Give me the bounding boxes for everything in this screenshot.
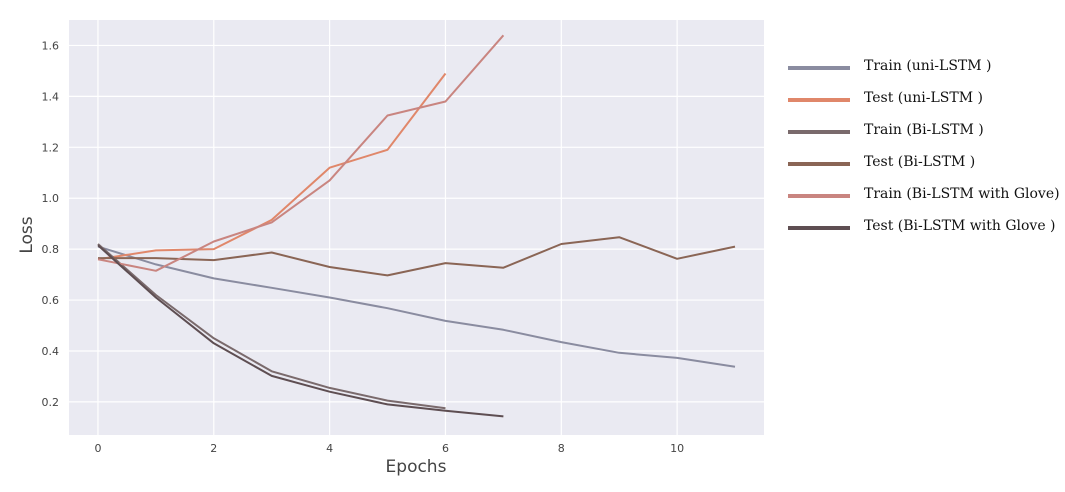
plot-area (69, 20, 764, 435)
x-tick-label: 4 (326, 442, 333, 455)
legend: Train (uni-LSTM ) Test (uni-LSTM ) Train (… (788, 52, 1060, 244)
series-lines (97, 34, 736, 418)
series-line (97, 244, 504, 418)
x-axis-label: Epochs (386, 457, 447, 477)
legend-label: Test (Bi-LSTM ) (864, 154, 976, 170)
series-line (97, 72, 447, 261)
legend-label: Test (uni-LSTM ) (864, 90, 983, 106)
legend-item: Test (Bi-LSTM ) (788, 148, 1058, 180)
y-tick-label: 1.0 (42, 192, 60, 205)
y-tick-label: 1.6 (42, 39, 60, 52)
series-line (98, 236, 736, 277)
tick-labels: 0 2 4 6 8 10 0.2 0.4 0.6 0.8 1.0 1.2 1.4 1.6 (42, 39, 685, 455)
y-tick-label: 0.8 (42, 243, 60, 256)
legend-item: Train (Bi-LSTM with Glove) (788, 180, 1060, 212)
legend-item: Train (Bi-LSTM ) (788, 116, 1058, 148)
y-tick-label: 0.4 (42, 345, 60, 358)
y-tick-label: 0.6 (42, 294, 60, 307)
legend-item: Test (Bi-LSTM with Glove ) (788, 212, 1058, 244)
legend-label: Train (Bi-LSTM with Glove) (864, 186, 1060, 202)
series-line (97, 245, 736, 368)
y-tick-label: 1.4 (42, 90, 60, 103)
line-chart: 0 2 4 6 8 10 0.2 0.4 0.6 0.8 1.0 1.2 1.4 1.6 Epochs L… (17, 20, 764, 477)
x-tick-label: 10 (670, 442, 684, 455)
y-tick-label: 0.2 (42, 396, 60, 409)
y-axis-label: Loss (17, 216, 37, 253)
y-tick-label: 1.2 (42, 141, 60, 154)
x-tick-label: 6 (442, 442, 449, 455)
legend-swatch (788, 66, 850, 70)
x-tick-label: 0 (94, 442, 101, 455)
legend-swatch (788, 194, 850, 198)
legend-swatch (788, 226, 850, 230)
legend-swatch (788, 162, 850, 166)
x-tick-label: 2 (210, 442, 217, 455)
series-line (97, 243, 446, 410)
legend-swatch (788, 130, 850, 134)
gridlines (69, 20, 764, 435)
legend-label: Test (Bi-LSTM with Glove ) (864, 218, 1056, 234)
legend-label: Train (Bi-LSTM ) (864, 122, 984, 138)
x-tick-label: 8 (558, 442, 565, 455)
series-line (97, 34, 505, 272)
legend-item: Train (uni-LSTM ) (788, 52, 1058, 84)
legend-label: Train (uni-LSTM ) (864, 58, 992, 74)
legend-swatch (788, 98, 850, 102)
legend-item: Test (uni-LSTM ) (788, 84, 1058, 116)
